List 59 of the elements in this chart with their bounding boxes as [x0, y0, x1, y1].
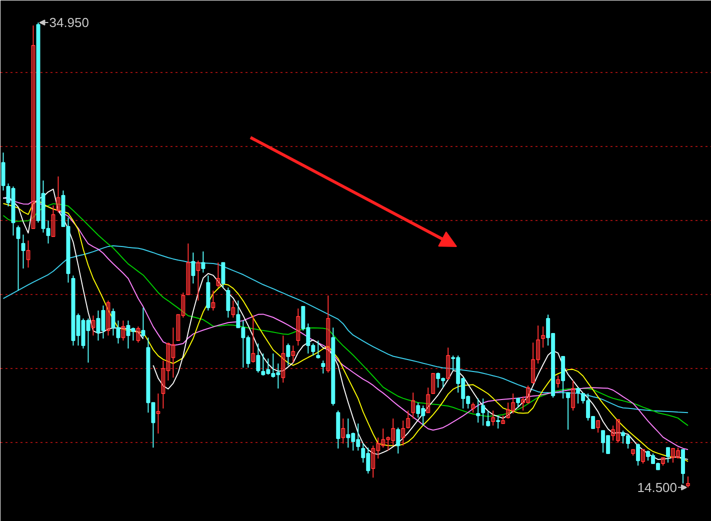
candlestick [251, 315, 256, 364]
candlestick [186, 242, 190, 296]
candlestick [496, 415, 500, 430]
candlestick [516, 397, 520, 408]
candlestick [121, 320, 126, 342]
candlestick [686, 476, 690, 488]
candlestick [56, 176, 60, 214]
candlestick [191, 252, 196, 284]
candlestick [556, 375, 560, 388]
candlestick [136, 326, 140, 344]
candlestick [91, 315, 96, 336]
candlestick [596, 420, 600, 434]
candlestick [476, 398, 480, 424]
candlestick [1, 152, 6, 192]
candlestick [211, 290, 216, 312]
candlestick [571, 380, 576, 412]
candlestick [491, 410, 496, 426]
candlestick [576, 387, 580, 404]
candlestick [106, 300, 110, 336]
candlestick [286, 343, 290, 366]
candlestick [541, 326, 546, 348]
candlestick [316, 340, 320, 360]
candlestick [231, 300, 236, 318]
candlestick [566, 392, 570, 430]
candlestick [426, 387, 430, 414]
candlestick [406, 410, 410, 430]
candlestick [321, 360, 326, 374]
candlestick [196, 260, 200, 302]
candlestick [156, 393, 160, 434]
candlestick [296, 308, 300, 346]
candlestick [666, 447, 670, 464]
candlestick [641, 449, 646, 464]
candlestick [216, 262, 220, 288]
candlestick [51, 205, 56, 237]
candlestick [481, 398, 486, 426]
candlestick [636, 443, 640, 466]
candlestick [221, 262, 226, 288]
candlestick [141, 307, 146, 338]
candlestick [281, 335, 286, 384]
candlestick [291, 345, 296, 364]
candlestick [471, 402, 476, 414]
candlestick [226, 287, 230, 318]
candlestick [21, 234, 26, 269]
candlestick [401, 420, 406, 446]
candlestick [16, 225, 20, 292]
candlestick [486, 410, 490, 427]
candlestick [256, 343, 260, 374]
candlestick [326, 295, 330, 374]
candlestick [396, 427, 400, 454]
candlestick [431, 373, 436, 394]
candlestick [31, 25, 36, 229]
candlestick [446, 347, 450, 380]
annotation: 34.950 [49, 15, 89, 30]
annotation: 14.500 [637, 480, 678, 495]
candlestick [26, 240, 30, 268]
candlestick [411, 392, 416, 420]
candlestick [681, 449, 686, 484]
candlestick [201, 250, 206, 274]
candlestick [341, 418, 346, 444]
